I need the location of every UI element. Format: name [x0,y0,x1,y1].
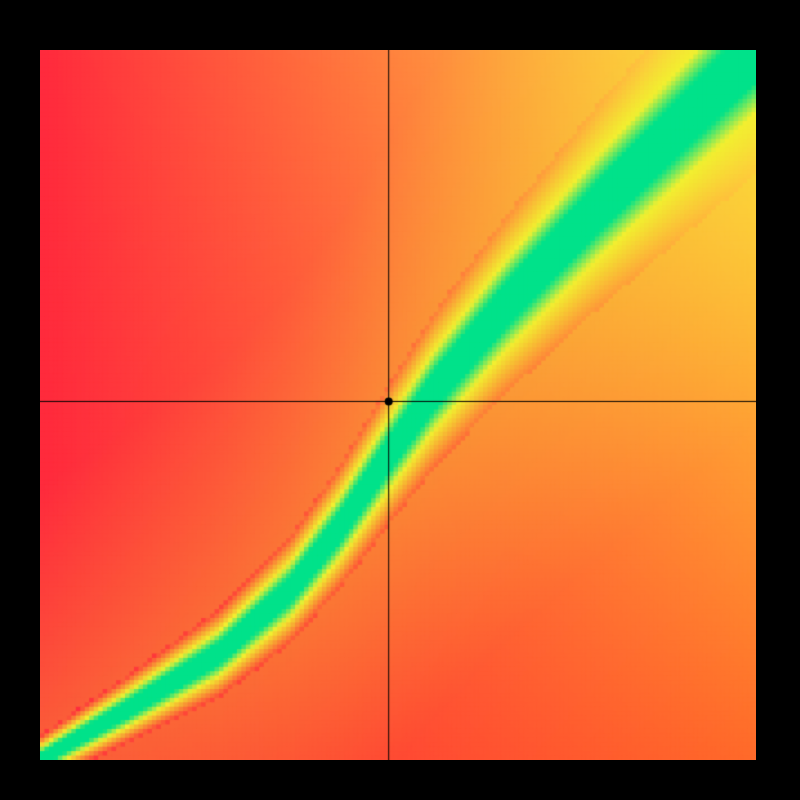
root-container: TheBottleneck.com [0,0,800,800]
bottleneck-heatmap [40,50,756,760]
watermark-text: TheBottleneck.com [531,24,752,52]
